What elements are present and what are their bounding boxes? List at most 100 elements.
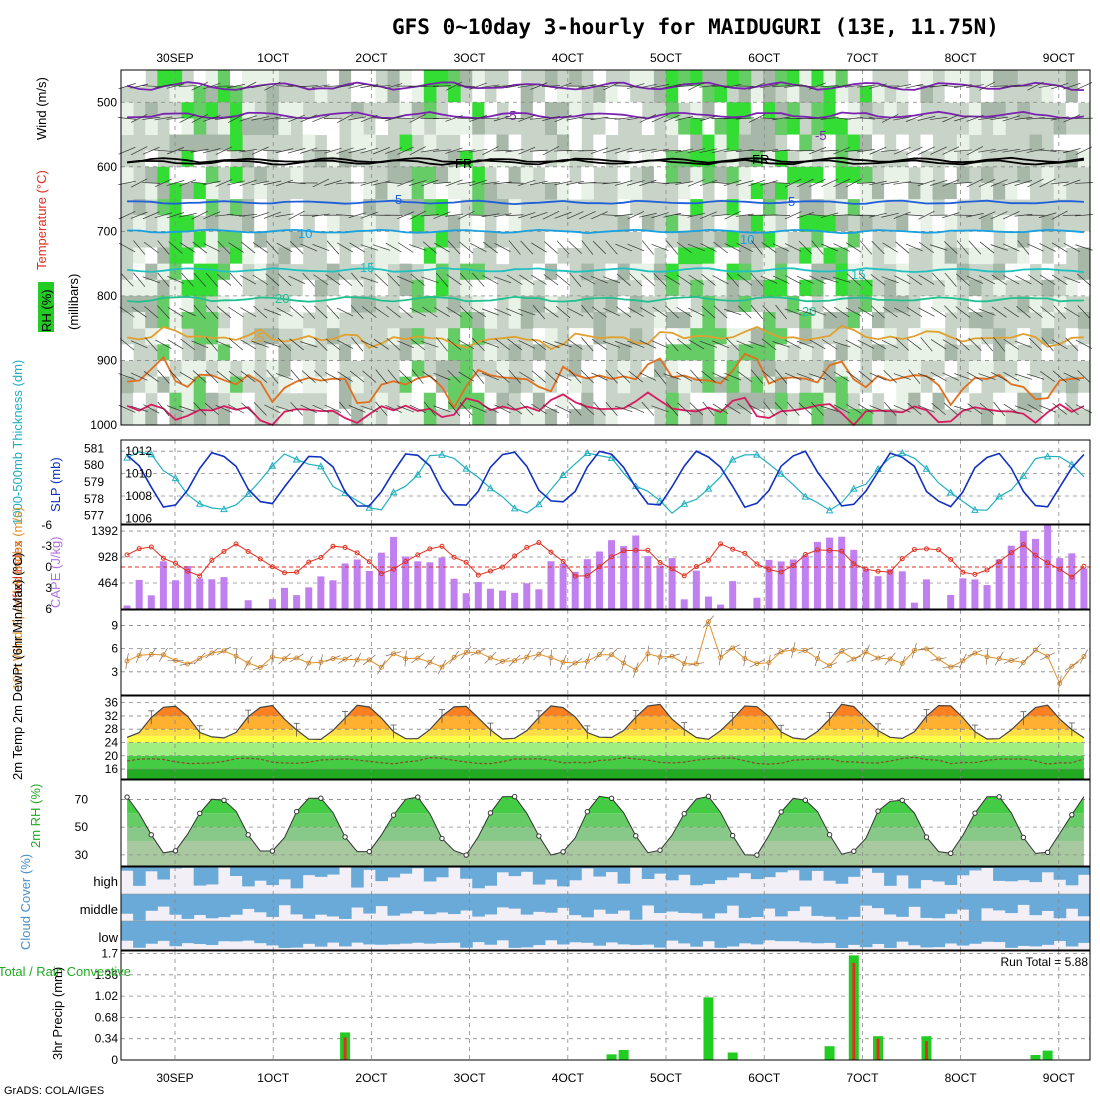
temp-band — [127, 742, 1084, 756]
rh-cell — [666, 392, 679, 410]
rh-cell — [811, 408, 825, 426]
thickness-marker — [704, 484, 713, 492]
rh-cell — [217, 70, 231, 87]
rh-cell — [544, 70, 558, 87]
wind-barb — [179, 307, 196, 317]
rh-cell — [278, 408, 292, 426]
rh-cell — [448, 166, 461, 184]
wind-barb — [775, 369, 788, 384]
wind-barb — [469, 214, 488, 216]
temp2m-tick: 20 — [105, 749, 119, 763]
rh-cell — [993, 182, 1006, 200]
thickness-marker — [510, 504, 519, 512]
rh-cell — [641, 360, 655, 378]
wind-barb — [638, 148, 657, 153]
wind10m-marker — [524, 654, 530, 660]
cape-bar — [644, 556, 652, 609]
wind-barb — [459, 241, 474, 254]
wind10m-marker — [487, 655, 493, 661]
wind-barb — [990, 85, 1009, 87]
thickness-marker — [656, 496, 664, 504]
precip-tick: 0.68 — [95, 1010, 119, 1024]
cape-bar — [159, 561, 167, 609]
cloud-cell — [399, 921, 413, 944]
wind10m-marker — [887, 656, 893, 662]
rh-cell — [811, 231, 825, 248]
cloud-cell — [871, 867, 885, 873]
cloud-cell — [738, 894, 752, 918]
wind-barb — [869, 180, 887, 186]
rh-cell — [423, 279, 437, 297]
cloud-cell — [605, 921, 619, 943]
rh-cell — [423, 102, 437, 119]
wind10m-barb — [385, 651, 402, 657]
wind-barb — [699, 340, 718, 348]
rh-cell — [714, 102, 728, 119]
rh-cell — [666, 295, 679, 313]
wind-barb — [798, 240, 812, 255]
rh-cell — [460, 312, 473, 329]
wind-barb — [1014, 405, 1032, 413]
cloud-cell — [762, 894, 776, 909]
wind-barb — [809, 178, 826, 188]
wind-barb — [289, 305, 304, 319]
rh-cell — [145, 247, 158, 265]
rh-cell — [544, 392, 558, 410]
wind-barb — [726, 272, 739, 287]
wind-barb — [360, 211, 378, 219]
rh-cell — [133, 408, 146, 426]
wind-barb — [1075, 339, 1093, 349]
wind-barb — [459, 402, 473, 416]
cloud-cell — [387, 867, 401, 878]
wind-barb — [811, 402, 824, 416]
rh-cell — [290, 102, 304, 119]
wind-barb — [737, 403, 753, 415]
wind10m-barb — [718, 649, 723, 666]
wind-barb — [324, 404, 342, 413]
cape-bar — [559, 563, 567, 609]
cloud-cell — [290, 894, 304, 915]
rh-cell — [193, 231, 207, 248]
wind-barb — [1003, 338, 1019, 350]
cloud-cell — [242, 894, 255, 909]
level-tick-1000: 1000 — [90, 418, 117, 432]
wind10m-panel: 963 — [111, 609, 1091, 696]
wind-barb — [409, 404, 427, 414]
rh-marker — [439, 835, 445, 842]
temp2m-tick: 24 — [105, 735, 119, 749]
x-tick-bottom: 2OCT — [355, 1071, 388, 1085]
cape-bar — [474, 582, 482, 609]
wind-barb — [809, 339, 826, 350]
rh-cell — [460, 134, 473, 152]
rh-cell — [617, 150, 631, 168]
wind-barb — [750, 272, 764, 287]
rh-cell — [169, 166, 183, 184]
slp-tick: 1006 — [125, 511, 152, 525]
rh-cell — [1077, 312, 1091, 329]
wind-barb — [687, 243, 705, 252]
li-marker — [1057, 566, 1063, 572]
rh-cell — [339, 279, 352, 297]
cloud-cell — [835, 894, 849, 920]
rh-cell — [653, 231, 667, 248]
rh-cell — [811, 215, 825, 232]
rh-cell — [1017, 166, 1030, 184]
cloud-cell — [484, 867, 497, 886]
wind10m-marker — [621, 660, 627, 666]
rh-cell — [956, 134, 970, 152]
rh-cell — [217, 150, 231, 168]
wind-barb — [942, 339, 959, 350]
rh-band — [127, 799, 1084, 814]
rh-cell — [823, 344, 837, 361]
cloud-cell — [750, 921, 764, 945]
wind10m-marker — [1081, 653, 1087, 659]
rh-cell — [411, 166, 425, 184]
rh-bands — [127, 796, 1084, 866]
wind-barb — [820, 405, 839, 412]
rh-cell — [714, 247, 728, 265]
wind-barb — [544, 370, 558, 383]
wind-barb — [702, 401, 715, 417]
wind-barb — [276, 242, 293, 253]
rh-cell — [666, 102, 679, 119]
wind-barb — [168, 241, 183, 254]
